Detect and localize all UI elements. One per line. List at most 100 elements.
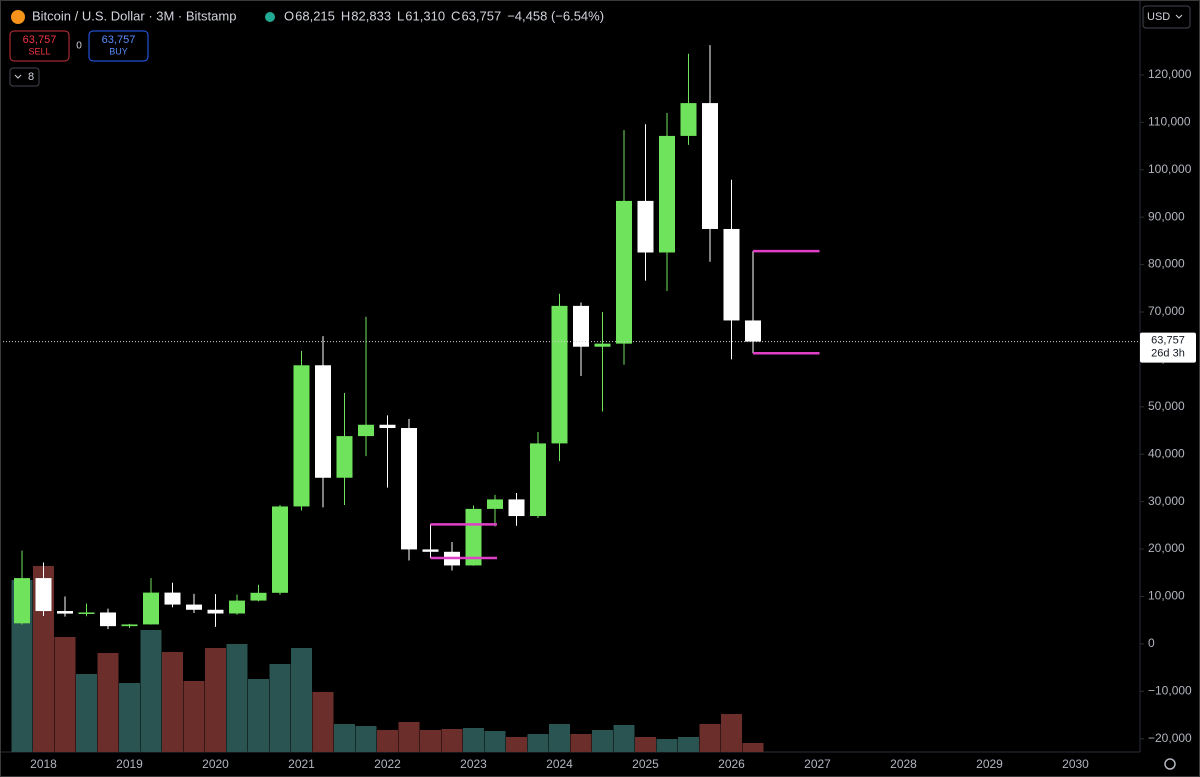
sell-price: 63,757	[23, 34, 57, 46]
volume-bar	[334, 724, 355, 752]
x-tick-label: 2023	[460, 757, 487, 771]
coin-icon	[11, 10, 25, 24]
candle-body	[336, 436, 353, 478]
volume-bar	[549, 724, 570, 752]
y-tick-label: −10,000	[1148, 683, 1192, 697]
volume-bar	[54, 637, 76, 752]
x-tick-label: 2026	[718, 757, 745, 771]
candle-body	[293, 365, 310, 507]
y-tick-label: 10,000	[1148, 589, 1185, 603]
volume-bar	[377, 730, 398, 752]
candle-body	[121, 624, 138, 627]
volume-bar	[76, 674, 97, 752]
sell-label: SELL	[28, 46, 50, 56]
candle-body	[422, 549, 439, 552]
candle-body	[35, 578, 52, 612]
indicators-toggle[interactable]	[9, 67, 40, 87]
volume-bar	[678, 737, 699, 752]
volume-bar	[183, 681, 205, 752]
candle-body	[637, 200, 654, 253]
volume-bar	[506, 737, 527, 752]
volume-bar	[570, 734, 592, 752]
candle-body	[250, 592, 267, 601]
candle-body	[315, 365, 331, 478]
y-tick-label: 100,000	[1148, 162, 1192, 176]
buy-price: 63,757	[102, 34, 136, 46]
volume-bar	[592, 730, 613, 752]
currency: USD	[1147, 11, 1170, 23]
y-tick-label: 90,000	[1148, 209, 1185, 223]
candle-body	[272, 506, 288, 593]
y-tick-label: 110,000	[1148, 115, 1191, 129]
volume-bar	[162, 652, 183, 752]
candle-body	[659, 135, 675, 253]
symbol-title: Bitcoin / U.S. Dollar · 3M · Bitstamp	[32, 8, 236, 23]
candle-body	[14, 578, 30, 624]
candle-body	[551, 305, 568, 444]
indicator-count: 8	[28, 71, 34, 83]
sell-button[interactable]	[9, 30, 70, 62]
plot-area	[0, 45, 1140, 752]
candle-body	[143, 592, 159, 625]
candle-body	[723, 228, 740, 321]
candle-body	[57, 611, 73, 614]
spread: 0	[76, 41, 82, 52]
volume-bar	[97, 653, 119, 752]
volume-bar	[635, 737, 656, 752]
y-tick-label: −20,000	[1148, 731, 1192, 745]
volume-bar	[248, 679, 269, 752]
ohlc-value: 61,310	[405, 8, 445, 23]
y-tick-label: 70,000	[1148, 304, 1185, 318]
candle-body	[100, 612, 116, 627]
x-tick-label: 2019	[116, 757, 143, 771]
volume-bar	[119, 683, 140, 752]
price-label-box	[1140, 332, 1196, 363]
y-tick-label: 50,000	[1148, 399, 1185, 413]
y-tick-label: 80,000	[1148, 257, 1185, 271]
x-tick-label: 2025	[632, 757, 659, 771]
ohlc-value: 82,833	[351, 8, 391, 23]
volume-bar	[398, 722, 420, 752]
buy-button[interactable]	[88, 30, 149, 62]
x-tick-label: 2027	[804, 757, 831, 771]
x-tick-label: 2022	[374, 757, 401, 771]
candle-body	[207, 609, 224, 614]
price-label: 63,757	[1151, 334, 1185, 346]
buy-label: BUY	[109, 46, 128, 56]
candle-body	[487, 499, 503, 509]
volume-bar	[742, 743, 764, 752]
trade-buttons: 63,757 SELL 0 63,757 BUY 8	[9, 30, 149, 87]
volume-bar	[226, 644, 248, 752]
y-tick-label: 20,000	[1148, 541, 1185, 555]
x-tick-label: 2024	[546, 757, 573, 771]
volume-bar	[699, 724, 721, 752]
ohlc-value: 63,757	[461, 8, 501, 23]
volume-bar	[656, 739, 678, 752]
market-status	[265, 12, 275, 22]
ohlc-key: C	[451, 8, 460, 23]
volume-bar	[527, 734, 549, 752]
volume-bar	[484, 731, 506, 752]
x-tick-label: 2028	[890, 757, 917, 771]
ohlc-key: H	[341, 8, 350, 23]
volume-bar	[420, 730, 441, 752]
candle-body	[573, 305, 589, 347]
volume-bar	[355, 726, 377, 752]
currency-button[interactable]	[1142, 5, 1191, 29]
volume-bar	[140, 630, 162, 752]
ohlc-legend: O 68,215 H 82,833 L 61,310 C 63,757 −4,458 (−6.5…	[284, 8, 604, 23]
candle-body	[379, 424, 396, 429]
x-tick-label: 2020	[202, 757, 229, 771]
volume-bar	[312, 692, 334, 752]
x-tick-label: 2029	[976, 757, 1003, 771]
volume-bar	[463, 728, 484, 752]
price-change: −4,458 (−6.54%)	[507, 8, 604, 23]
settings-icon[interactable]	[1164, 758, 1176, 770]
y-tick-label: 0	[1148, 636, 1155, 650]
chevron	[1175, 14, 1183, 19]
ohlc-key: L	[397, 8, 404, 23]
